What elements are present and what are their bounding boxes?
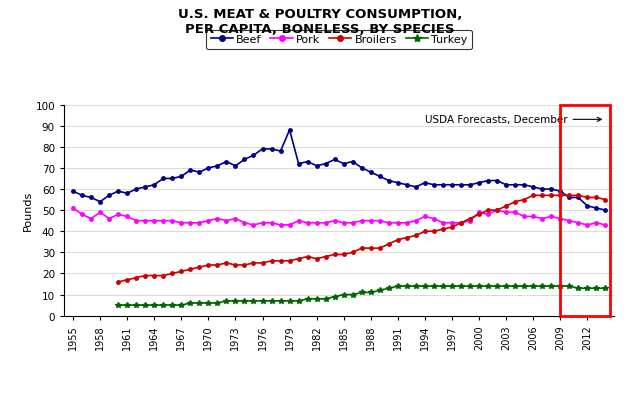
Turkey [232, 299, 239, 304]
Beef [285, 128, 293, 133]
Line: Beef: Beef [71, 129, 607, 212]
Turkey [593, 286, 600, 291]
Beef [223, 160, 230, 164]
Beef [159, 177, 167, 181]
Broilers [295, 257, 303, 262]
Text: USDA Forecasts, December: USDA Forecasts, December [425, 115, 602, 125]
Y-axis label: Pounds: Pounds [22, 190, 33, 231]
Pork [69, 206, 77, 211]
Beef [241, 158, 248, 162]
Turkey [556, 284, 564, 289]
Broilers [556, 194, 564, 198]
Broilers [593, 196, 600, 200]
Broilers [602, 198, 609, 202]
Pork [205, 219, 212, 224]
Pork [223, 219, 230, 224]
Turkey [602, 286, 609, 291]
Legend: Beef, Pork, Broilers, Turkey: Beef, Pork, Broilers, Turkey [206, 31, 472, 50]
Pork [259, 221, 266, 226]
Turkey [295, 299, 303, 304]
Pork [412, 219, 420, 224]
Line: Broilers: Broilers [116, 194, 607, 284]
Broilers [232, 263, 239, 268]
Pork [159, 219, 167, 224]
Turkey [115, 303, 122, 308]
Pork [250, 223, 257, 228]
Beef [69, 189, 77, 194]
Turkey [394, 284, 402, 289]
Beef [412, 185, 420, 190]
Text: U.S. MEAT & POULTRY CONSUMPTION,
PER CAPITA, BONELESS, BY SPECIES: U.S. MEAT & POULTRY CONSUMPTION, PER CAP… [178, 8, 462, 36]
Pork [241, 221, 248, 226]
Bar [560, 105, 610, 316]
Pork [602, 223, 609, 228]
Line: Turkey: Turkey [115, 284, 608, 308]
Turkey [168, 303, 176, 308]
Broilers [529, 194, 537, 198]
Broilers [115, 280, 122, 285]
Broilers [168, 271, 176, 276]
Turkey [205, 301, 212, 306]
Broilers [205, 263, 212, 268]
Line: Pork: Pork [71, 207, 607, 227]
Beef [250, 153, 257, 158]
Beef [602, 208, 609, 213]
Beef [205, 166, 212, 171]
